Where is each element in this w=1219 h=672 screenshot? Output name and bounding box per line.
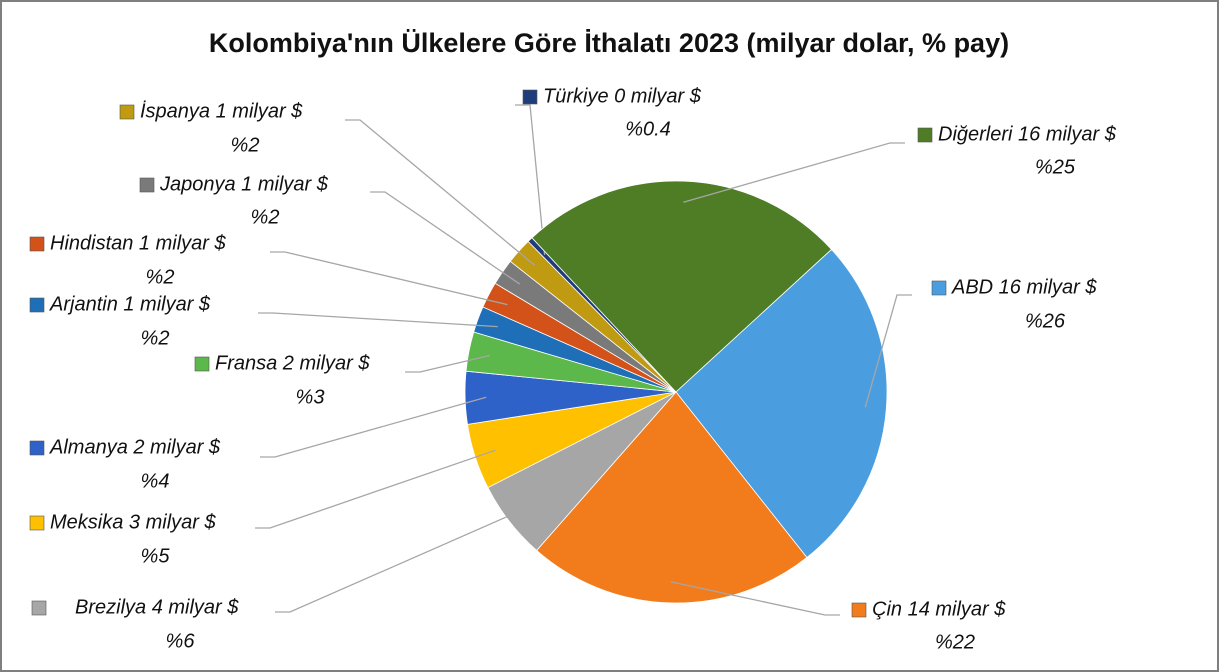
slice-value-label: %26: [1025, 310, 1066, 332]
chart-title: Kolombiya'nın Ülkelere Göre İthalatı 202…: [209, 28, 1009, 58]
leader-line: [670, 581, 840, 616]
leader-line: [260, 396, 487, 458]
leader-line: [515, 104, 546, 255]
slice-value-label: %2: [251, 206, 280, 228]
slice-label: Hindistan 1 milyar $: [50, 232, 227, 254]
leader-line: [370, 191, 521, 285]
legend-swatch: [194, 356, 210, 372]
legend-swatch: [917, 127, 933, 143]
leader-line: [258, 312, 498, 328]
leader-line: [405, 354, 490, 373]
slice-value-label: %0.4: [625, 118, 671, 140]
pie-slice: [675, 248, 888, 559]
leader-line: [275, 507, 527, 613]
leader-line: [683, 142, 905, 203]
slice-label: Arjantin 1 milyar $: [49, 293, 211, 315]
slice-label: Meksika 3 milyar $: [50, 511, 216, 533]
legend-swatch: [29, 440, 45, 456]
legend-swatch: [851, 602, 867, 618]
slice-label: Türkiye 0 milyar $: [543, 85, 702, 107]
leader-line: [864, 294, 912, 408]
legend-swatch: [931, 280, 947, 296]
leader-line: [345, 119, 536, 266]
pie-slice: [531, 180, 833, 393]
slice-label: Almanya 2 milyar $: [49, 436, 221, 458]
slice-value-label: %22: [935, 631, 975, 653]
slice-value-label: %6: [166, 630, 196, 652]
legend-swatch: [31, 600, 47, 616]
slice-label: Brezilya 4 milyar $: [75, 596, 239, 618]
slice-value-label: %25: [1035, 156, 1076, 178]
slice-label: ABD 16 milyar $: [951, 276, 1097, 298]
legend-swatch: [119, 104, 135, 120]
legend-swatch: [139, 177, 155, 193]
leader-line: [270, 251, 508, 306]
slice-label: Çin 14 milyar $: [872, 598, 1006, 620]
slice-value-label: %2: [141, 327, 170, 349]
slice-label: Japonya 1 milyar $: [159, 173, 329, 195]
slice-value-label: %2: [231, 134, 260, 156]
legend-swatch: [29, 236, 45, 252]
legend-swatch: [29, 297, 45, 313]
slice-label: İspanya 1 milyar $: [140, 100, 303, 122]
leader-line: [255, 449, 496, 529]
slice-label: Diğerleri 16 milyar $: [938, 123, 1117, 145]
slice-label: Fransa 2 milyar $: [215, 352, 370, 374]
pie-slice: [509, 240, 677, 393]
slice-value-label: %3: [296, 386, 325, 408]
legend-swatch: [522, 89, 538, 105]
pie-slice: [536, 391, 808, 604]
legend-swatch: [29, 515, 45, 531]
slice-value-label: %4: [141, 470, 170, 492]
slice-value-label: %5: [141, 545, 171, 567]
slice-value-label: %2: [146, 266, 175, 288]
